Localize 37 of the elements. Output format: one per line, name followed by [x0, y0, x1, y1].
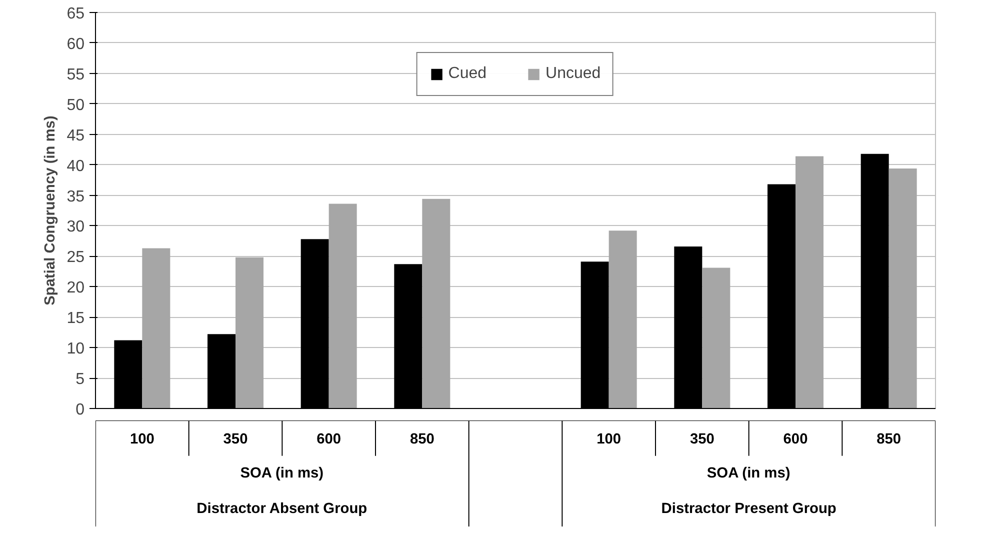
y-tick-label: 5	[76, 371, 85, 388]
bar	[888, 168, 917, 408]
text: Distractor Absent Group	[196, 500, 368, 517]
x-tick-label: 100	[596, 432, 622, 448]
y-tick-label: 55	[66, 66, 85, 84]
x-tick-label: 850	[410, 432, 434, 448]
bar	[328, 204, 357, 408]
bar	[422, 198, 450, 408]
legend-label: Uncued	[546, 65, 601, 83]
y-tick-label: 65	[66, 6, 85, 22]
text: SOA (in ms)	[706, 466, 790, 482]
y-tick-label: 10	[66, 340, 85, 358]
bar	[236, 257, 264, 408]
x-tick-label: 600	[316, 432, 342, 448]
y-tick-label: 30	[66, 218, 85, 236]
bar	[796, 156, 824, 408]
x-tick-label: 600	[783, 432, 808, 448]
legend-label: Cued	[448, 65, 487, 83]
bar	[142, 248, 170, 408]
bar	[702, 268, 730, 408]
text: SOA (in ms)	[240, 466, 324, 482]
y-tick-label: 60	[66, 36, 85, 53]
y-tick-label: 45	[66, 127, 85, 144]
x-tick-label: 850	[876, 432, 902, 448]
y-tick-label: 0	[76, 402, 85, 418]
y-tick-label: 25	[66, 249, 85, 266]
y-tick-label: 35	[66, 188, 85, 206]
y-tick-label: 15	[66, 310, 85, 328]
y-tick-label: 20	[66, 280, 85, 297]
y-axis-title: Spatial Congruency (in ms)	[42, 116, 59, 306]
y-tick-label: 40	[66, 158, 85, 175]
y-tick-label: 50	[66, 96, 85, 114]
text: Distractor Present Group	[661, 500, 836, 517]
x-tick-label: 350	[690, 432, 714, 448]
x-tick-label: 100	[130, 432, 154, 448]
bar	[608, 230, 637, 408]
x-tick-label: 350	[223, 432, 248, 448]
